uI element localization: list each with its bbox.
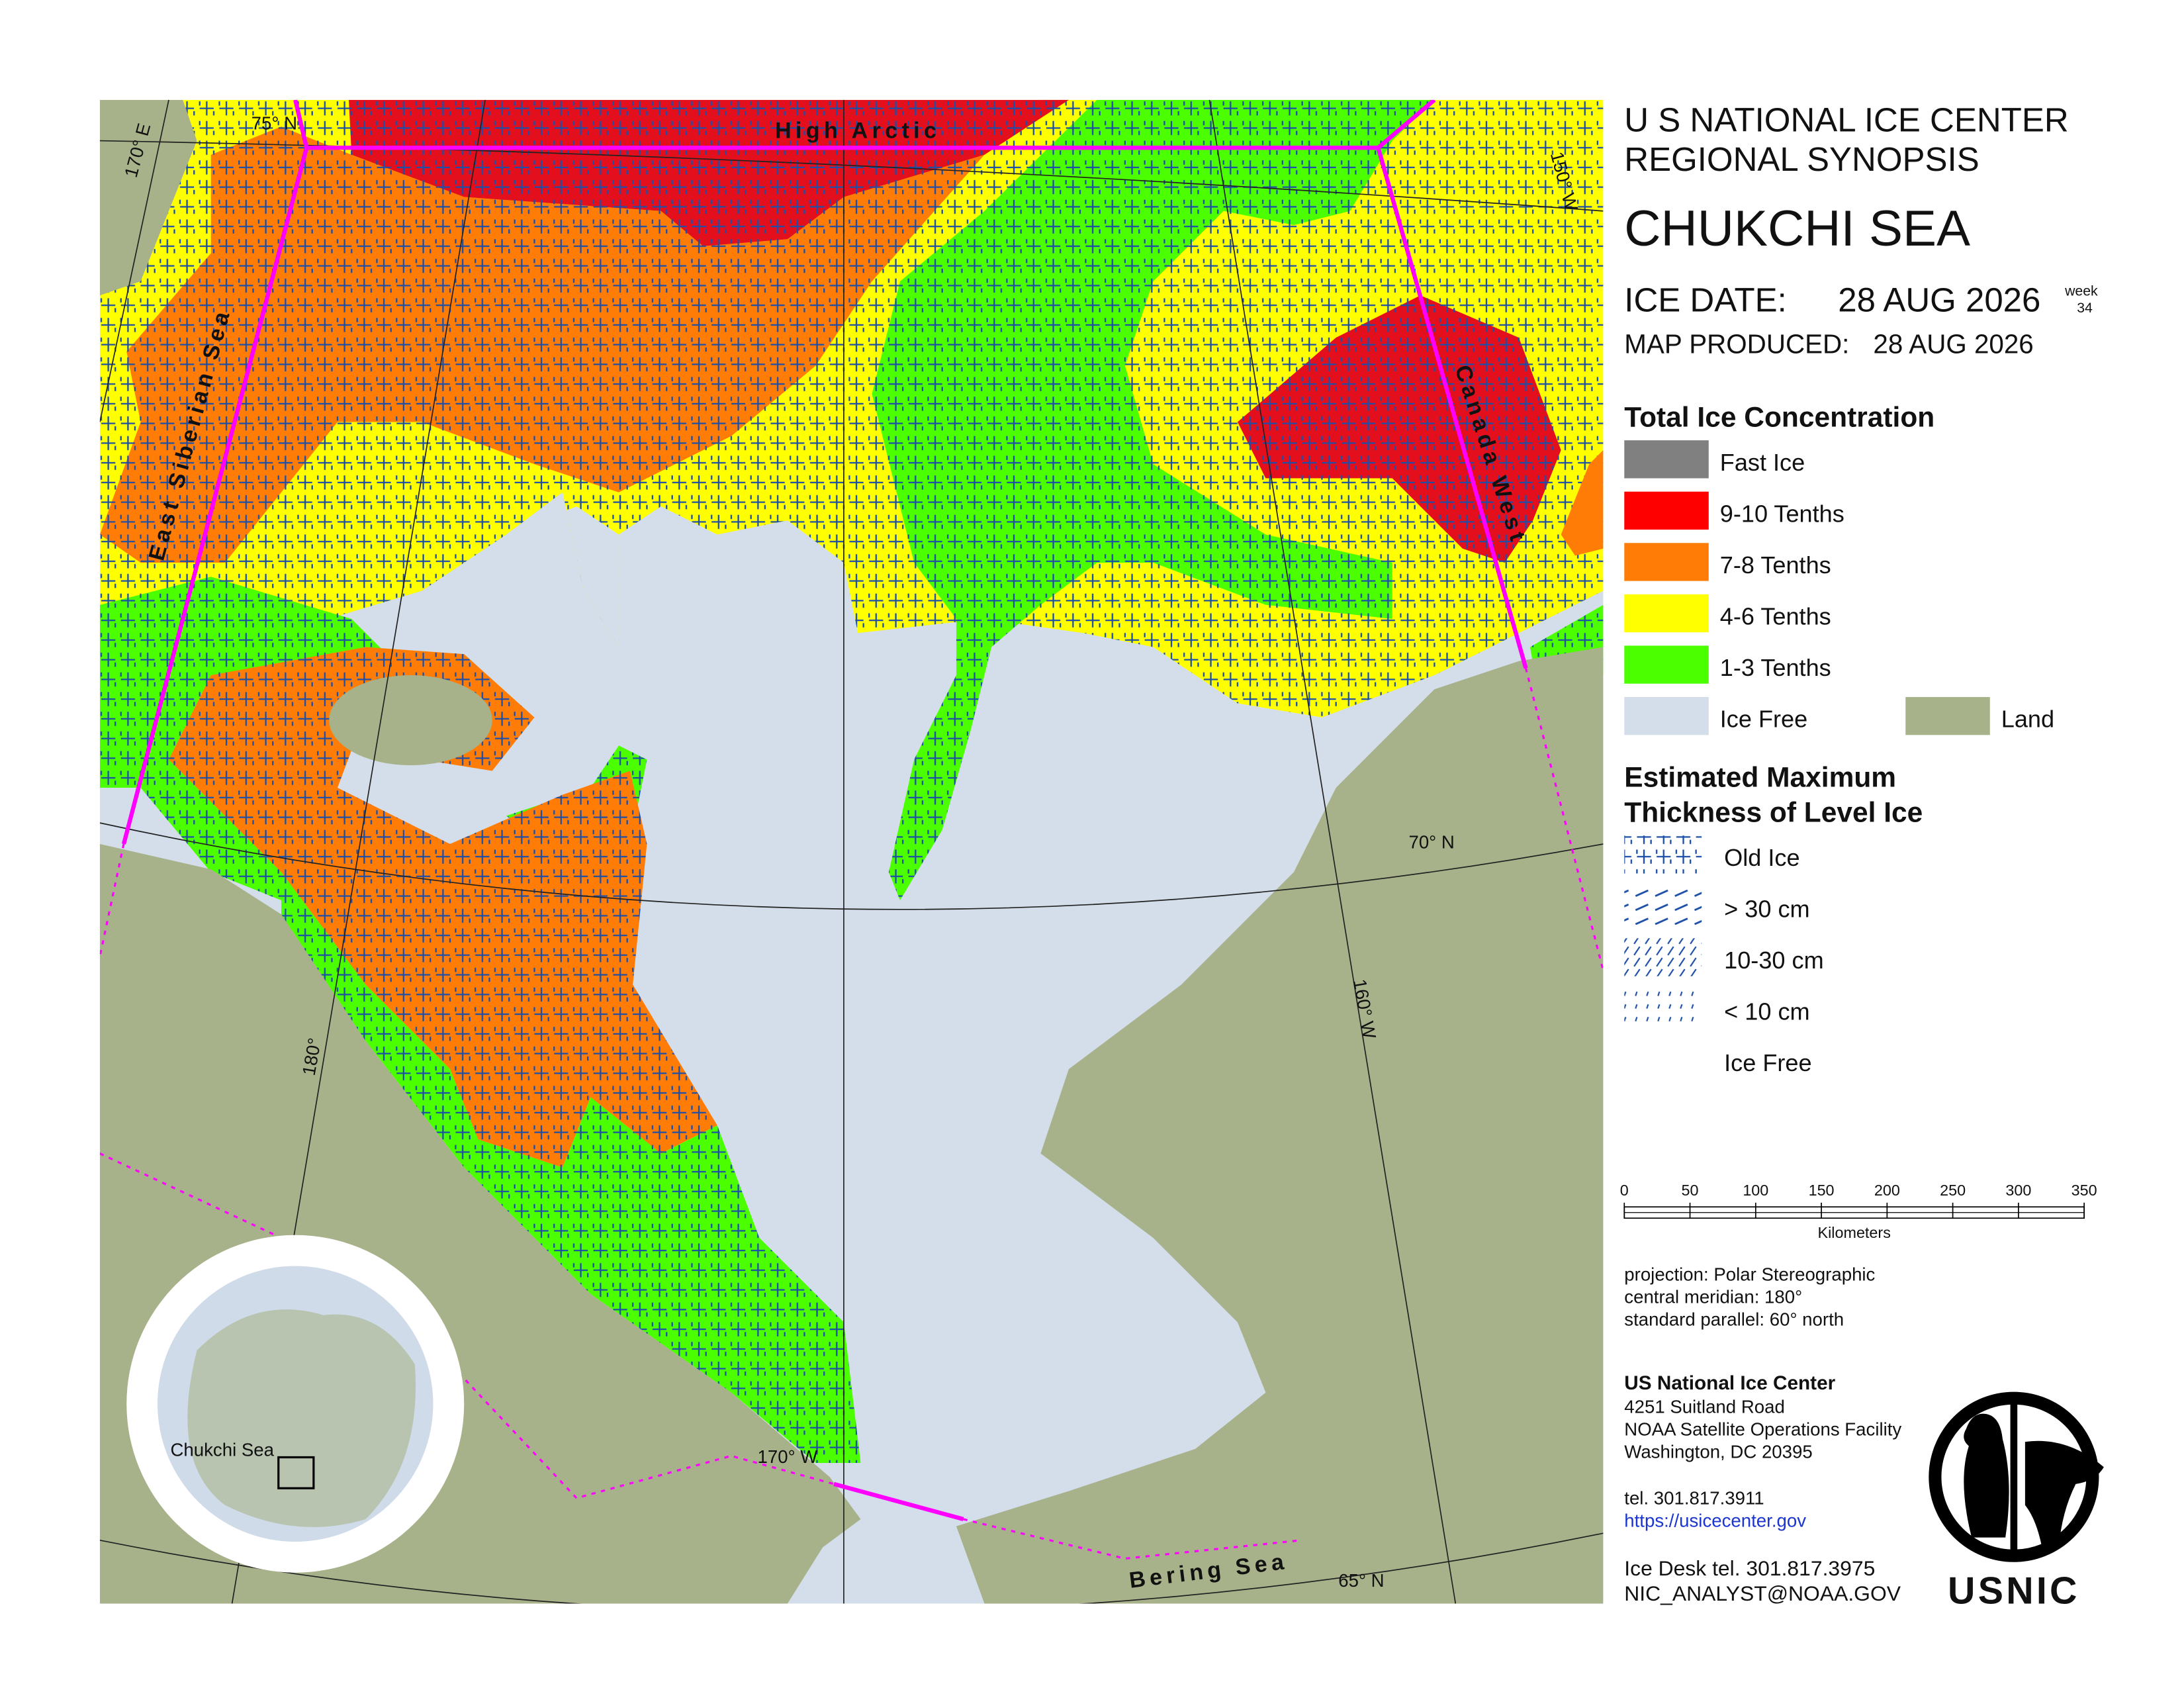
- ice-date: 28 AUG 2026: [1838, 281, 2040, 318]
- graticule-label: 170° W: [758, 1446, 818, 1467]
- projection-line: central meridian: 180°: [1624, 1287, 1802, 1307]
- scale-tick-label: 300: [2005, 1182, 2031, 1199]
- legend-swatch: [1624, 594, 1709, 633]
- region-boundaries: [99, 99, 1604, 1560]
- logo-text: USNIC: [1948, 1570, 2080, 1613]
- week-label: week: [2064, 283, 2098, 299]
- legend-label: Land: [2001, 706, 2054, 733]
- header: U S NATIONAL ICE CENTER REGIONAL SYNOPSI…: [1624, 101, 2098, 359]
- graticule-label: 75° N: [251, 113, 297, 134]
- region-name: CHUKCHI SEA: [1624, 201, 1970, 257]
- ice-concentration: [99, 99, 1604, 1463]
- scale-bar: 0 50 100 150 200 250 300 350 Kilometers: [1620, 1182, 2097, 1241]
- legend-swatch: [1624, 938, 1702, 976]
- map-produced-label: MAP PRODUCED:: [1624, 328, 1849, 359]
- contact-name: US National Ice Center: [1624, 1372, 1835, 1394]
- inset-label: Chukchi Sea: [170, 1439, 274, 1460]
- thickness-legend: Old Ice > 30 cm 10-30 cm < 10 cm Ice Free: [1624, 835, 1824, 1078]
- legend-label: Fast Ice: [1720, 449, 1805, 476]
- scale-unit: Kilometers: [1818, 1224, 1891, 1241]
- legend-title: Total Ice Concentration: [1624, 402, 1934, 433]
- legend-label: 10-30 cm: [1724, 947, 1824, 974]
- website-link[interactable]: https://usicecenter.gov: [1624, 1511, 1806, 1531]
- scale-tick-label: 250: [1940, 1182, 1966, 1199]
- scale-tick-label: 150: [1809, 1182, 1835, 1199]
- synopsis: REGIONAL SYNOPSIS: [1624, 140, 1979, 178]
- legend-label: > 30 cm: [1724, 895, 1809, 922]
- scale-tick-label: 0: [1620, 1182, 1629, 1199]
- legend-label: 9-10 Tenths: [1720, 500, 1844, 527]
- legend-swatch: [1624, 543, 1709, 581]
- legend-swatch: [1905, 696, 1990, 735]
- address: 4251 Suitland Road: [1624, 1396, 1785, 1417]
- legend-swatch: [1624, 835, 1702, 874]
- scale-tick-label: 50: [1682, 1182, 1699, 1199]
- ice-desk-phone: Ice Desk tel. 301.817.3975: [1624, 1556, 1875, 1580]
- inset-globe: Chukchi Sea: [126, 1235, 465, 1573]
- email: NIC_ANALYST@NOAA.GOV: [1624, 1581, 1901, 1605]
- legend-label: Ice Free: [1720, 706, 1807, 733]
- legend-swatch: [1624, 886, 1702, 925]
- legend-title: Estimated Maximum: [1624, 762, 1896, 793]
- legend-swatch: [1624, 645, 1709, 684]
- region-label: High Arctic: [775, 118, 940, 143]
- graticule-label: 65° N: [1338, 1570, 1384, 1591]
- phone: tel. 301.817.3911: [1624, 1488, 1764, 1509]
- legend-label: 7-8 Tenths: [1720, 551, 1831, 579]
- map-frame: High Arctic East Siberian Sea Canada Wes…: [99, 99, 1604, 1604]
- legend-label: 1-3 Tenths: [1720, 654, 1831, 681]
- concentration-legend: Fast Ice 9-10 Tenths 7-8 Tenths 4-6 Tenths 1…: [1624, 440, 2054, 735]
- graticule-label: 70° N: [1408, 831, 1454, 852]
- address: NOAA Satellite Operations Facility: [1624, 1419, 1901, 1439]
- address: Washington, DC 20395: [1624, 1441, 1812, 1462]
- legend-label: Ice Free: [1724, 1049, 1811, 1076]
- map-produced: 28 AUG 2026: [1873, 328, 2033, 359]
- legend-swatch: [1624, 491, 1709, 530]
- week: 34: [2077, 300, 2093, 316]
- scale-tick-label: 350: [2071, 1182, 2097, 1199]
- legend-label: < 10 cm: [1724, 998, 1809, 1025]
- logo: USNIC: [1929, 1391, 2104, 1613]
- ice-date-label: ICE DATE:: [1624, 281, 1787, 318]
- contact: US National Ice Center 4251 Suitland Roa…: [1624, 1372, 1901, 1605]
- legend-title: Thickness of Level Ice: [1624, 798, 1923, 829]
- projection-line: standard parallel: 60° north: [1624, 1309, 1844, 1330]
- legend-label: Old Ice: [1724, 844, 1799, 871]
- legend-label: 4-6 Tenths: [1720, 602, 1831, 630]
- legend-swatch: [1624, 440, 1709, 479]
- legend-swatch: [1624, 989, 1702, 1028]
- scale-tick-label: 200: [1874, 1182, 1900, 1199]
- legend-swatch: [1624, 696, 1709, 735]
- scale-tick-label: 100: [1743, 1182, 1768, 1199]
- projection-line: projection: Polar Stereographic: [1624, 1264, 1875, 1285]
- legend-swatch: [1624, 1041, 1702, 1078]
- agency: U S NATIONAL ICE CENTER: [1624, 101, 2068, 138]
